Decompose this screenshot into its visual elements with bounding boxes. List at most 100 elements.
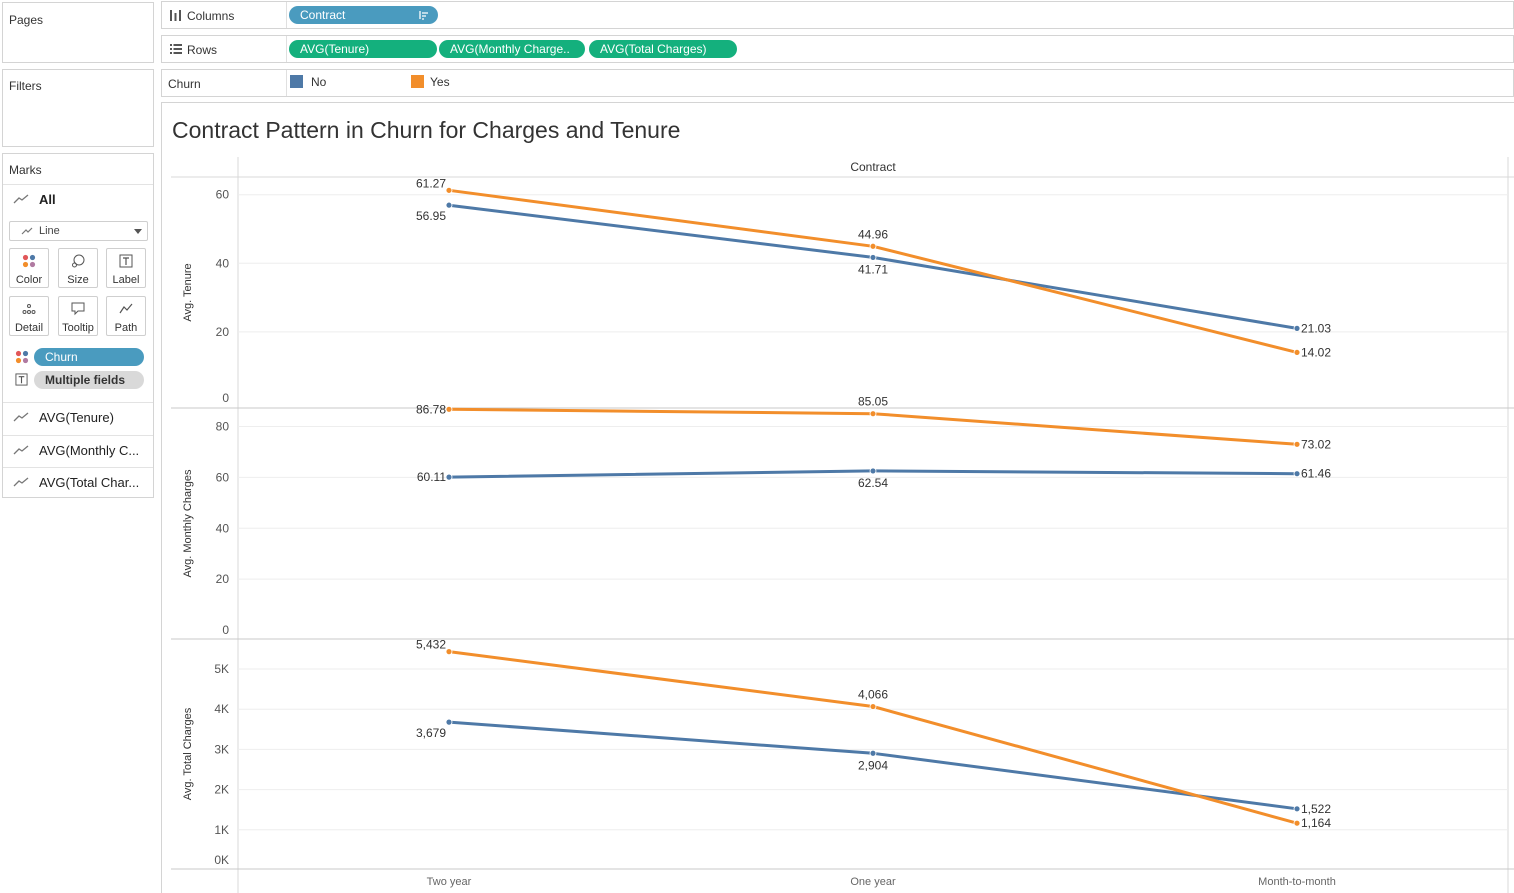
tooltip-button[interactable]: Tooltip (58, 296, 98, 336)
data-point-yes (869, 242, 877, 250)
columns-shelf-label: Columns (187, 9, 235, 23)
marks-panel: Marks All Line Color Size Label Detail (2, 153, 154, 498)
data-point-no (445, 473, 453, 481)
y-tick-label: 0K (214, 853, 229, 867)
y-tick-label: 40 (216, 256, 230, 270)
line-mark-icon (13, 477, 29, 487)
data-label: 4,066 (858, 688, 888, 702)
y-axis-label: Avg. Total Charges (182, 707, 194, 800)
columns-shelf[interactable]: Columns Contract (161, 1, 1514, 29)
shelf-divider (286, 2, 287, 28)
column-header-label: Contract (850, 160, 896, 174)
data-label: 5,432 (416, 638, 446, 652)
data-label: 41.71 (858, 262, 888, 276)
data-point-no (1293, 470, 1301, 478)
multiple-fields-pill[interactable]: Multiple fields (34, 371, 144, 389)
marks-title: Marks (9, 163, 42, 177)
y-tick-label: 3K (214, 742, 229, 756)
y-axis-label: Avg. Tenure (182, 263, 194, 321)
legend-label-yes: Yes (430, 75, 450, 89)
detail-icon (10, 302, 48, 316)
data-label: 56.95 (416, 209, 446, 223)
avg-total-charges-pill[interactable]: AVG(Total Charges) (589, 40, 737, 58)
data-point-yes (445, 186, 453, 194)
chart-title: Contract Pattern in Churn for Charges an… (172, 117, 681, 143)
data-label: 1,164 (1301, 816, 1331, 830)
rows-icon (170, 44, 182, 54)
legend-title: Churn (168, 77, 201, 91)
data-label: 61.46 (1301, 467, 1331, 481)
y-axis-label: Avg. Monthly Charges (182, 469, 194, 578)
rows-shelf-label: Rows (187, 43, 218, 57)
data-label: 85.05 (858, 395, 888, 409)
legend-item-no[interactable]: No (290, 74, 390, 90)
churn-legend: Churn No Yes (161, 69, 1514, 97)
data-point-yes (445, 648, 453, 656)
data-point-no (1293, 324, 1301, 332)
y-tick-label: 60 (216, 470, 230, 484)
pages-title: Pages (9, 13, 44, 27)
color-button-label: Color (15, 274, 43, 286)
line-mark-icon (13, 412, 29, 422)
data-point-yes (1293, 349, 1301, 356)
mark-type-dropdown[interactable]: Line (9, 221, 148, 241)
color-icon (10, 254, 48, 268)
churn-color-pill[interactable]: Churn (34, 348, 144, 366)
data-label: 61.27 (416, 176, 446, 190)
rows-shelf[interactable]: Rows AVG(Tenure) AVG(Monthly Charge.. AV… (161, 35, 1514, 63)
avg-tenure-pill[interactable]: AVG(Tenure) (289, 40, 437, 58)
label-icon (107, 254, 145, 268)
size-icon (59, 254, 97, 268)
detail-button-label: Detail (14, 322, 44, 334)
chevron-down-icon (134, 229, 142, 234)
data-label: 1,522 (1301, 802, 1331, 816)
line-mark-icon (21, 227, 33, 235)
series-line-yes (448, 650, 1298, 825)
label-button[interactable]: Label (106, 248, 146, 288)
data-point-no (445, 718, 453, 726)
marks-measure-tab[interactable]: AVG(Tenure) (3, 402, 153, 435)
size-button[interactable]: Size (58, 248, 98, 288)
y-tick-label: 4K (214, 702, 229, 716)
y-tick-label: 60 (216, 188, 230, 202)
y-tick-label: 5K (214, 662, 229, 676)
path-button-label: Path (114, 322, 138, 334)
pages-panel[interactable]: Pages (2, 2, 154, 63)
detail-button[interactable]: Detail (9, 296, 49, 336)
y-tick-label: 1K (214, 823, 229, 837)
color-button[interactable]: Color (9, 248, 49, 288)
legend-label-no: No (311, 75, 327, 89)
data-label: 73.02 (1301, 437, 1331, 451)
path-button[interactable]: Path (106, 296, 146, 336)
marks-measure-tab[interactable]: AVG(Monthly C... (3, 435, 153, 467)
data-label: 21.03 (1301, 321, 1331, 335)
data-label: 14.02 (1301, 345, 1331, 359)
x-tick-label: Two year (427, 876, 472, 888)
columns-icon (170, 10, 181, 21)
contract-pill-label: Contract (300, 8, 346, 22)
x-tick-label: One year (850, 876, 896, 888)
shelf-divider (286, 70, 287, 96)
marks-all-tab[interactable]: All (3, 184, 153, 214)
mark-type-value: Line (39, 225, 60, 237)
legend-swatch-no (290, 75, 303, 88)
data-point-no (869, 467, 877, 475)
sort-icon (419, 11, 428, 20)
data-label: 2,904 (858, 758, 888, 772)
tooltip-icon (59, 302, 97, 316)
filters-title: Filters (9, 79, 42, 93)
avg-monthly-charges-pill[interactable]: AVG(Monthly Charge.. (439, 40, 585, 58)
legend-item-yes[interactable]: Yes (411, 74, 511, 90)
y-tick-label: 0 (222, 623, 229, 637)
x-tick-label: Month-to-month (1258, 876, 1336, 888)
contract-pill[interactable]: Contract (289, 6, 438, 24)
data-label: 60.11 (417, 470, 446, 484)
filters-panel[interactable]: Filters (2, 69, 154, 147)
line-mark-icon (13, 445, 29, 455)
viz-area (161, 102, 1514, 893)
marks-measure-tab[interactable]: AVG(Total Char... (3, 467, 153, 498)
legend-swatch-yes (411, 75, 424, 88)
y-tick-label: 40 (216, 521, 230, 535)
y-tick-label: 80 (216, 420, 230, 434)
